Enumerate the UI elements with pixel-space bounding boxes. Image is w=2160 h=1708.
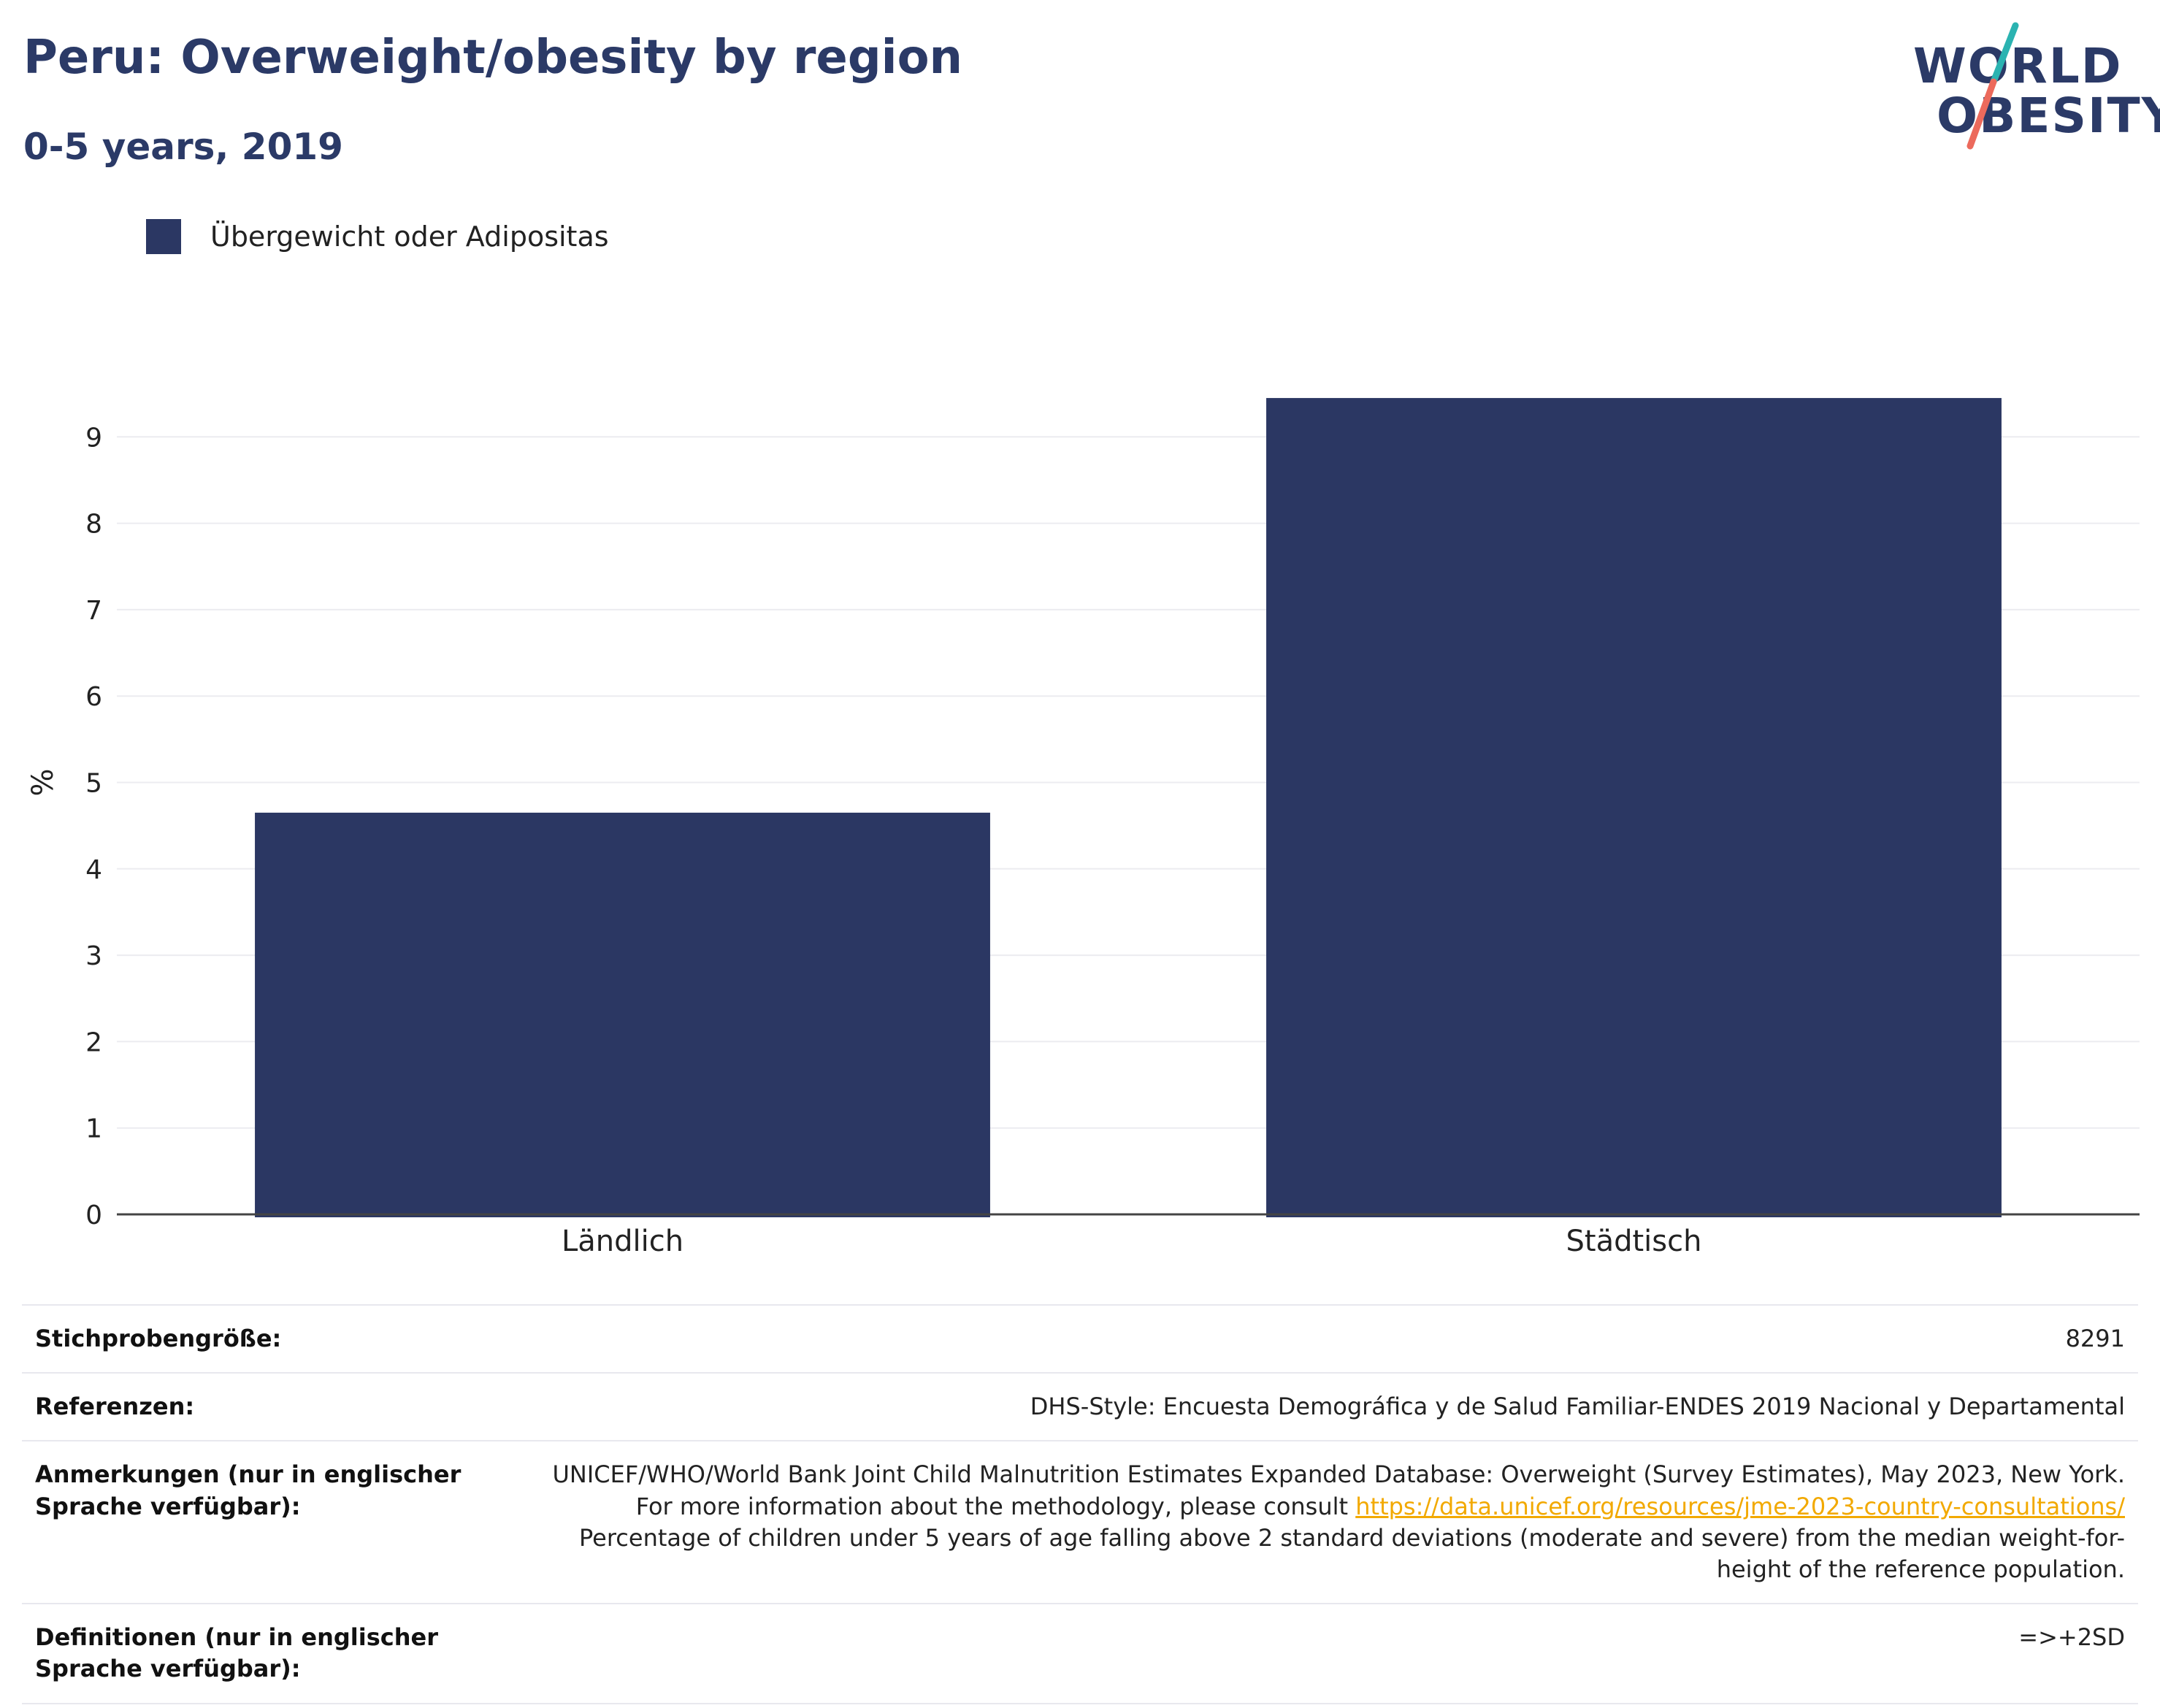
info-row-notes: Anmerkungen (nur in englischer Sprache v…	[22, 1441, 2138, 1605]
legend-label: Übergewicht oder Adipositas	[210, 221, 609, 253]
y-tick-label: 3	[85, 941, 102, 971]
y-tick-label: 2	[85, 1027, 102, 1057]
y-tick-label: 0	[85, 1200, 102, 1230]
info-key: Stichprobengröße:	[35, 1325, 282, 1352]
y-axis-title: %	[26, 768, 60, 796]
y-tick-label: 6	[85, 682, 102, 712]
x-tick-label: Ländlich	[562, 1225, 683, 1258]
info-key: Anmerkungen (nur in englischer Sprache v…	[35, 1460, 462, 1520]
y-tick-label: 7	[85, 596, 102, 626]
notes-link[interactable]: https://data.unicef.org/resources/jme-20…	[1355, 1492, 2125, 1520]
info-key: Definitionen (nur in englischer Sprache …	[35, 1623, 438, 1683]
info-value: DHS-Style: Encuesta Demográfica y de Sal…	[1030, 1393, 2125, 1421]
info-row-references: Referenzen: DHS-Style: Encuesta Demográf…	[22, 1374, 2138, 1442]
info-row-sample-size: Stichprobengröße: 8291	[22, 1306, 2138, 1374]
info-table: Stichprobengröße: 8291 Referenzen: DHS-S…	[22, 1304, 2138, 1704]
info-value: =>+2SD	[2018, 1623, 2125, 1652]
y-tick-label: 5	[85, 769, 102, 799]
x-tick-label: Städtisch	[1566, 1225, 1702, 1258]
world-obesity-logo: WORLD OBESITY	[1906, 22, 2160, 153]
info-key: Referenzen:	[35, 1393, 195, 1421]
chart-subtitle: 0-5 years, 2019	[23, 126, 343, 168]
y-tick-label: 9	[85, 423, 102, 453]
chart-title: Peru: Overweight/obesity by region	[23, 31, 963, 85]
y-tick-label: 1	[85, 1114, 102, 1144]
notes-text-post: Percentage of children under 5 years of …	[579, 1523, 2125, 1583]
info-value: 8291	[2065, 1325, 2125, 1352]
y-tick-label: 4	[85, 855, 102, 885]
bar	[1266, 398, 2002, 1218]
logo-slash-icon	[1966, 22, 2019, 150]
info-value: UNICEF/WHO/World Bank Joint Child Malnut…	[546, 1459, 2126, 1585]
legend: Übergewicht oder Adipositas	[146, 219, 609, 254]
bar	[255, 812, 990, 1217]
bar-chart: 0 1 2 3 4 5 6 7 8 9% Ländlich Städtisch	[26, 398, 2140, 1258]
notes-text-pre: UNICEF/WHO/World Bank Joint Child Malnut…	[552, 1460, 2126, 1520]
info-row-definitions: Definitionen (nur in englischer Sprache …	[22, 1604, 2138, 1704]
legend-swatch	[146, 219, 181, 254]
y-tick-label: 8	[85, 510, 102, 540]
logo-word-1: WORLD	[1913, 38, 2123, 94]
